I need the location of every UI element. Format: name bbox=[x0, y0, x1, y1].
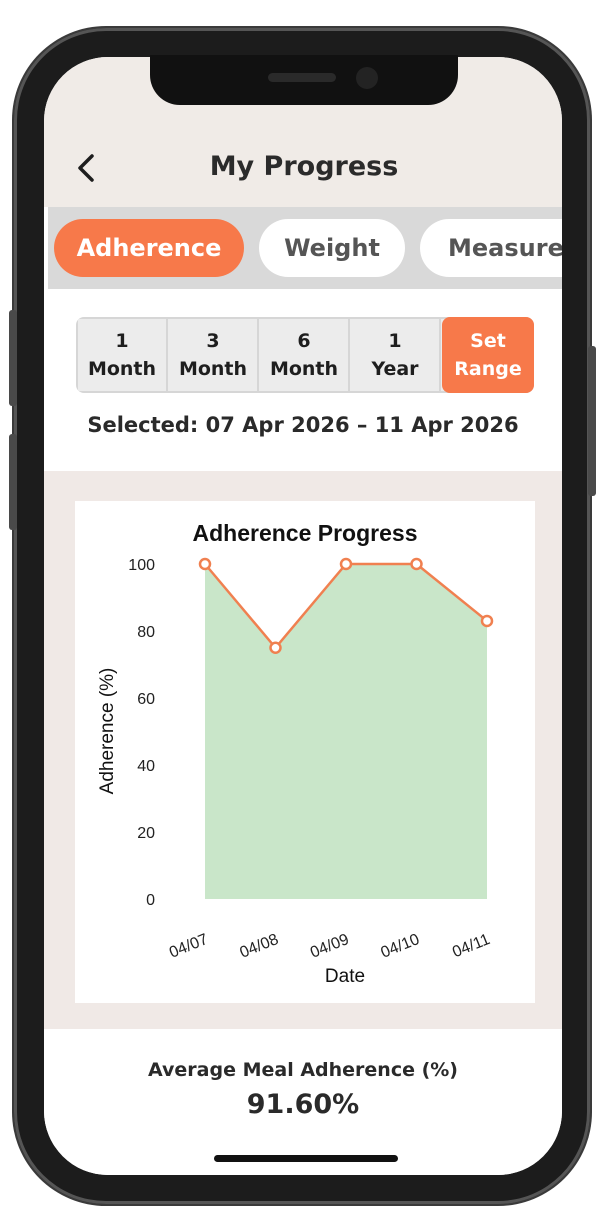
phone-notch bbox=[150, 55, 458, 105]
power-button bbox=[588, 346, 596, 496]
range-option-bottom: Month bbox=[269, 358, 339, 380]
average-adherence-value: 91.60% bbox=[246, 1089, 360, 1120]
chart-card: Adherence Progress Adherence (%) Date 0 2… bbox=[75, 501, 535, 1003]
y-tick-label: 100 bbox=[128, 557, 155, 574]
data-point-04-11 bbox=[480, 614, 494, 628]
range-option-top: 1 bbox=[388, 330, 402, 352]
chart-title: Adherence Progress bbox=[193, 520, 418, 546]
data-point-04-10 bbox=[410, 557, 423, 571]
home-indicator[interactable] bbox=[214, 1155, 398, 1162]
tab-weight[interactable]: Weight bbox=[259, 219, 405, 277]
range-option-top: 6 bbox=[297, 330, 311, 352]
range-option-top: 3 bbox=[206, 330, 220, 352]
y-tick-label: 80 bbox=[137, 624, 155, 641]
tab-measurements[interactable]: Measurements bbox=[420, 219, 562, 277]
x-tick-label: 04/11 bbox=[450, 931, 492, 961]
back-button[interactable] bbox=[74, 153, 100, 183]
volume-up-button bbox=[9, 310, 17, 406]
x-tick-label: 04/07 bbox=[167, 931, 211, 962]
chevron-left-icon bbox=[78, 154, 94, 182]
tab-adherence[interactable]: Adherence bbox=[54, 219, 244, 277]
app-screen: My Progress Adherence Weight Measurement… bbox=[44, 57, 562, 1175]
range-option-top: Set bbox=[470, 330, 506, 352]
range-option-bottom: Year bbox=[371, 358, 419, 380]
range-option-top: 1 bbox=[115, 330, 129, 352]
range-option-bottom: Range bbox=[454, 358, 522, 380]
data-point-04-08 bbox=[269, 641, 282, 654]
range-1-year[interactable]: 1 Year bbox=[351, 319, 441, 391]
x-tick-label: 04/10 bbox=[378, 931, 422, 962]
range-option-bottom: Month bbox=[178, 358, 248, 380]
selected-range-text: Selected: 07 Apr 2026 – 11 Apr 2026 bbox=[87, 413, 519, 437]
range-set-range[interactable]: Set Range bbox=[442, 317, 534, 393]
y-axis-label: Adherence (%) bbox=[97, 668, 118, 795]
adherence-chart: Adherence Progress Adherence (%) Date 0 2… bbox=[97, 520, 494, 987]
range-3-month[interactable]: 3 Month bbox=[169, 319, 259, 391]
y-tick-label: 20 bbox=[137, 825, 155, 842]
average-adherence-label: Average Meal Adherence (%) bbox=[147, 1059, 458, 1081]
range-6-month[interactable]: 6 Month bbox=[260, 319, 350, 391]
range-section: 1 Month 3 Month 6 Month 1 Year Set Range… bbox=[44, 289, 562, 471]
camera-icon bbox=[356, 67, 378, 89]
y-tick-label: 40 bbox=[137, 758, 155, 775]
data-point-04-07 bbox=[198, 557, 212, 571]
tab-strip: Adherence Weight Measurements bbox=[48, 207, 562, 289]
y-tick-label: 0 bbox=[146, 892, 155, 909]
x-axis-label: Date bbox=[325, 966, 365, 987]
speaker-icon bbox=[268, 73, 336, 82]
x-tick-label: 04/08 bbox=[237, 931, 281, 962]
x-tick-label: 04/09 bbox=[308, 931, 352, 962]
volume-down-button bbox=[9, 434, 17, 530]
range-selector: 1 Month 3 Month 6 Month 1 Year Set Range bbox=[76, 317, 534, 393]
page-title: My Progress bbox=[209, 151, 399, 182]
range-option-bottom: Month bbox=[87, 358, 157, 380]
data-point-04-09 bbox=[339, 557, 353, 571]
y-tick-label: 60 bbox=[137, 691, 155, 708]
chart-marks: 0 20 40 60 80 100 04/07 04/08 04/09 04/10 04/11 bbox=[128, 557, 494, 962]
range-1-month[interactable]: 1 Month bbox=[78, 319, 168, 391]
summary-footer: Average Meal Adherence (%) 91.60% bbox=[44, 1029, 562, 1175]
